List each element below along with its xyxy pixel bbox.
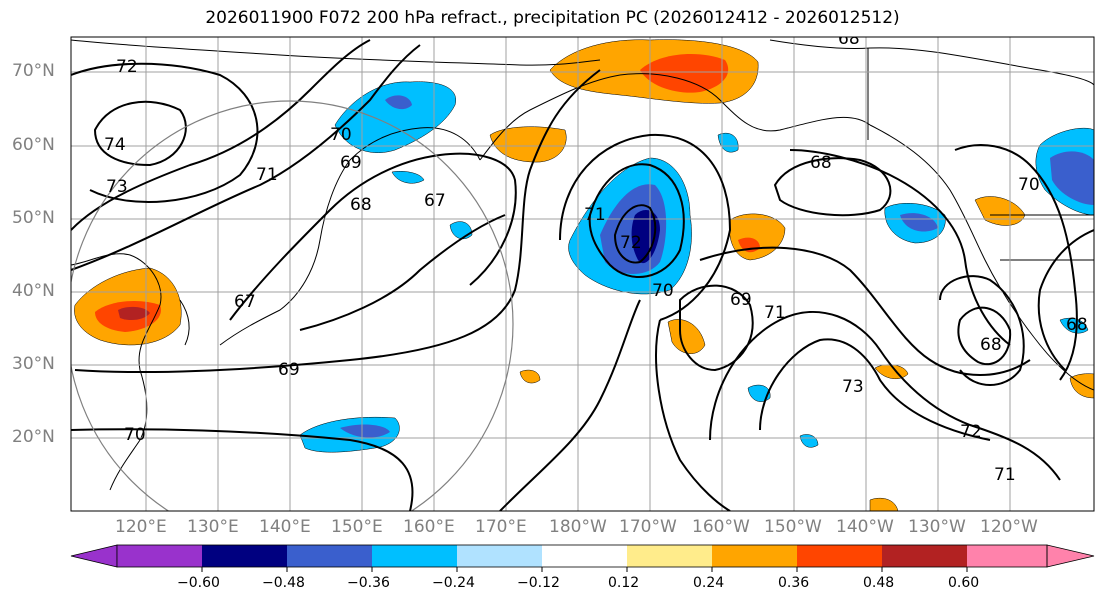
contour-label: 73 [842, 377, 864, 397]
contour-label: 71 [584, 205, 606, 225]
colorbar-swatch [457, 545, 542, 567]
colorbar-swatch [202, 545, 287, 567]
colorbar-swatch [117, 545, 202, 567]
contour-label: 72 [620, 233, 642, 253]
lon-label: 160°W [692, 517, 750, 537]
lon-label: 180°W [549, 517, 607, 537]
lon-label: 140°W [836, 517, 894, 537]
lat-label: 60°N [12, 135, 55, 155]
colorbar-extend-low [70, 544, 118, 568]
colorbar-tick-label: −0.36 [347, 575, 390, 591]
lon-label: 130°E [187, 517, 239, 537]
lat-label: 50°N [12, 208, 55, 228]
contour-label: 70 [1018, 175, 1040, 195]
coastlines [71, 39, 1094, 491]
lon-label: 150°E [331, 517, 383, 537]
contour-label-layer: 72 74 73 71 70 69 68 67 68 67 69 70 72 7… [104, 29, 1088, 485]
contour-label: 71 [764, 303, 786, 323]
colorbar-border [116, 544, 1048, 568]
lon-label: 120°W [980, 517, 1038, 537]
colorbar-extend-high [1046, 544, 1095, 568]
colorbar-tick-label: −0.24 [432, 575, 475, 591]
contour-label: 70 [124, 425, 146, 445]
colorbar-swatch [712, 545, 797, 567]
contour-label: 71 [994, 465, 1016, 485]
lon-label: 130°W [908, 517, 966, 537]
colorbar-tick-label: −0.60 [177, 575, 220, 591]
contour-label: 68 [1066, 315, 1088, 335]
colorbar-swatch [882, 545, 967, 567]
colorbar-tick-label: 0.60 [948, 575, 980, 591]
colorbar-swatch [287, 545, 372, 567]
map-title: 2026011900 F072 200 hPa refract., precip… [205, 8, 900, 28]
colorbar-tick-label: 0.24 [693, 575, 725, 591]
lat-label: 30°N [12, 354, 55, 374]
colorbar-swatch [372, 545, 457, 567]
contour-label: 72 [116, 57, 138, 77]
range-circle [71, 100, 514, 511]
colorbar-tick-label: 0.12 [608, 575, 640, 591]
contour-label: 69 [340, 153, 362, 173]
contour-label: 72 [960, 422, 982, 442]
contour-label: 70 [652, 281, 674, 301]
graticule [71, 37, 1094, 511]
colorbar-swatch [627, 545, 712, 567]
colorbar-tick-label: −0.48 [262, 575, 305, 591]
colorbar-tick-label: −0.12 [517, 575, 560, 591]
contour-label: 68 [350, 195, 372, 215]
lat-label: 40°N [12, 281, 55, 301]
lat-label: 70°N [12, 61, 55, 81]
colorbar-swatch [797, 545, 882, 567]
lon-label: 170°E [475, 517, 527, 537]
lon-label: 170°W [619, 517, 677, 537]
contour-label: 67 [234, 292, 256, 312]
contour-label: 68 [838, 29, 860, 49]
colorbar-tick-label: 0.36 [778, 575, 810, 591]
contour-label: 73 [106, 177, 128, 197]
lon-label: 140°E [259, 517, 311, 537]
colorbar-swatch [967, 545, 1047, 567]
contour-label: 67 [424, 191, 446, 211]
refractivity-contours [71, 39, 1094, 511]
lat-label: 20°N [12, 427, 55, 447]
colorbar-tick-label: 0.48 [863, 575, 895, 591]
map-border [70, 36, 1095, 512]
lon-label: 150°W [764, 517, 822, 537]
colorbar-swatch [542, 545, 627, 567]
lon-label: 160°E [403, 517, 455, 537]
contour-label: 74 [104, 135, 126, 155]
colorbar [70, 544, 1095, 572]
contour-label: 69 [730, 290, 752, 310]
contour-label: 70 [330, 125, 352, 145]
lon-label: 120°E [115, 517, 167, 537]
contour-label: 68 [980, 335, 1002, 355]
contour-label: 68 [810, 153, 832, 173]
contour-label: 69 [278, 360, 300, 380]
contour-label: 71 [256, 165, 278, 185]
map-panel [71, 37, 1094, 511]
